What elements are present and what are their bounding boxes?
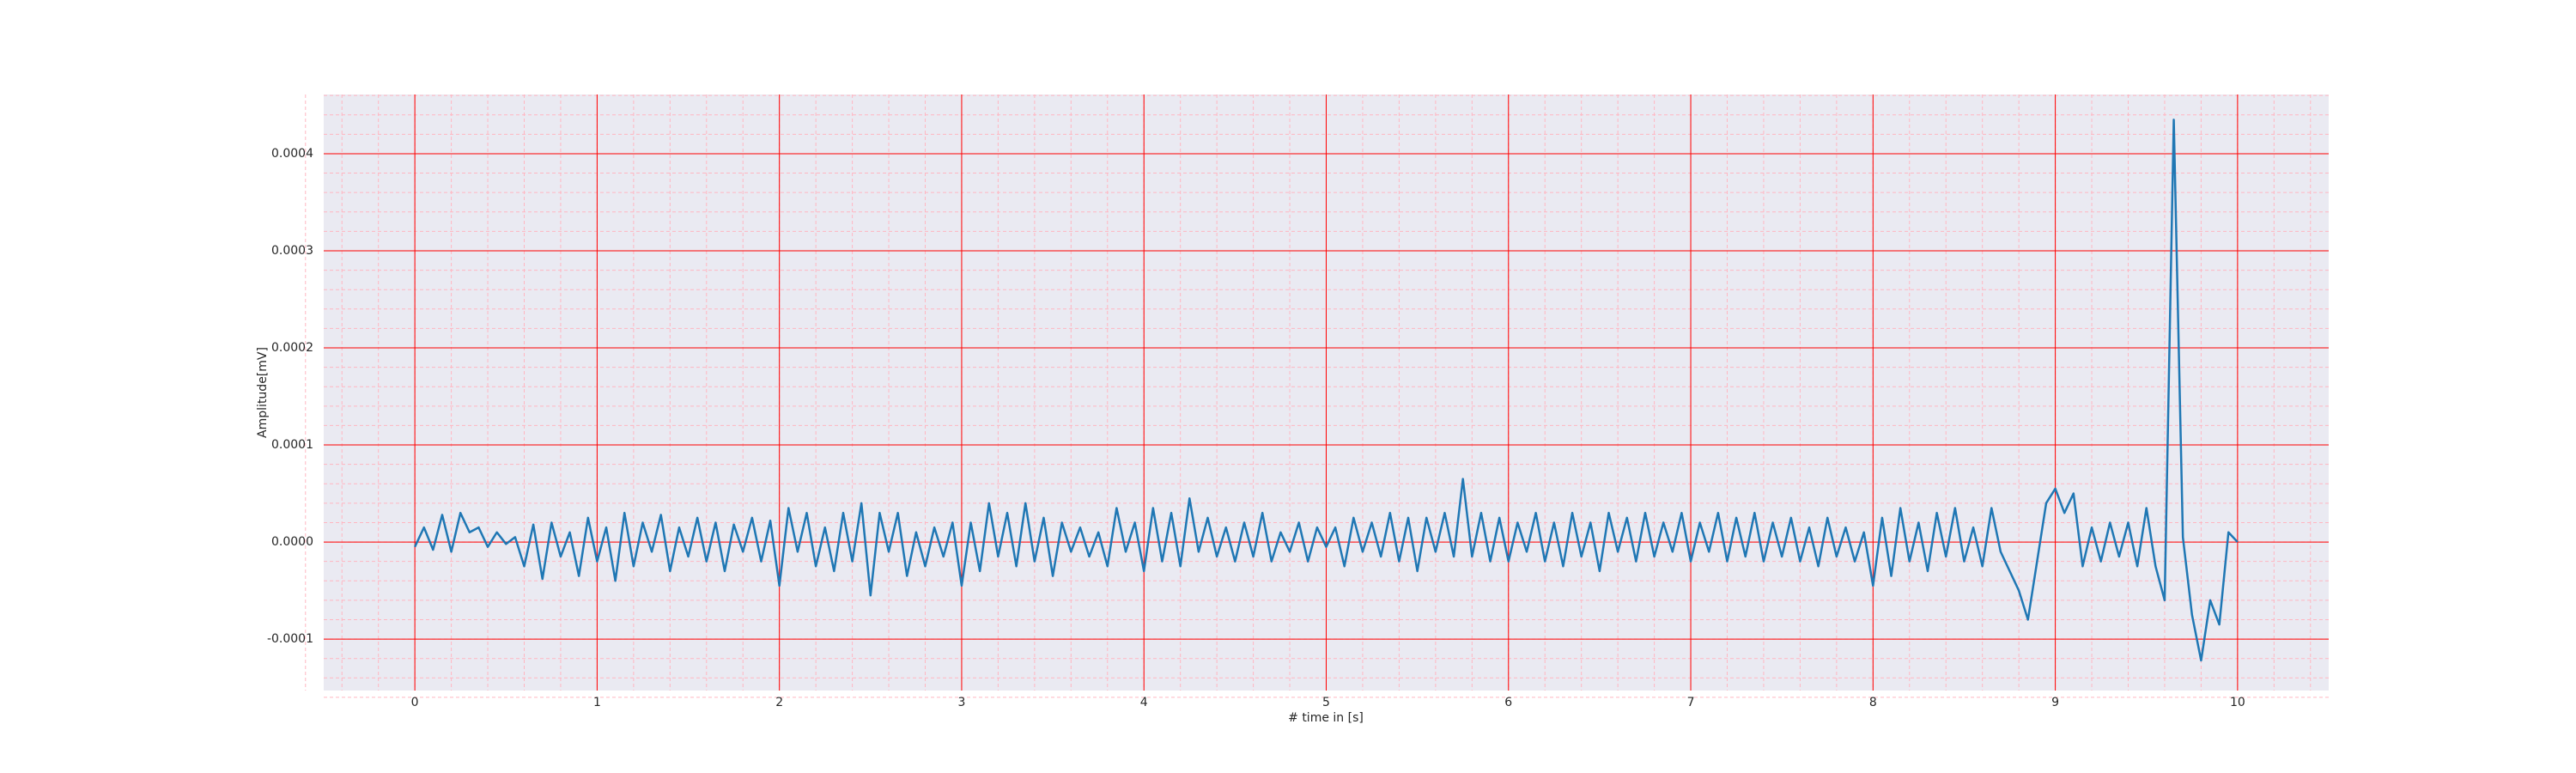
x-tick-label: 0 [411,696,419,709]
y-tick-label: -0.0001 [267,632,313,646]
x-tick-label: 4 [1140,696,1148,709]
y-axis-label: Amplitude[mV] [256,347,270,438]
y-tick-label: 0.0003 [271,244,313,258]
x-tick-label: 7 [1687,696,1695,709]
y-tick-label: 0.0000 [271,535,313,549]
y-tick-label: 0.0001 [271,438,313,452]
y-tick-label: 0.0004 [271,147,313,161]
signal-line [414,119,2239,662]
y-tick-label: 0.0002 [271,341,313,355]
x-tick-label: 1 [593,696,601,709]
x-tick-label: 9 [2051,696,2059,709]
x-tick-label: 2 [775,696,783,709]
x-axis-label: # time in [s] [1288,711,1364,725]
x-tick-label: 3 [957,696,965,709]
x-tick-label: 5 [1322,696,1330,709]
x-tick-label: 10 [2230,696,2245,709]
x-tick-label: 6 [1504,696,1512,709]
x-tick-label: 8 [1869,696,1877,709]
